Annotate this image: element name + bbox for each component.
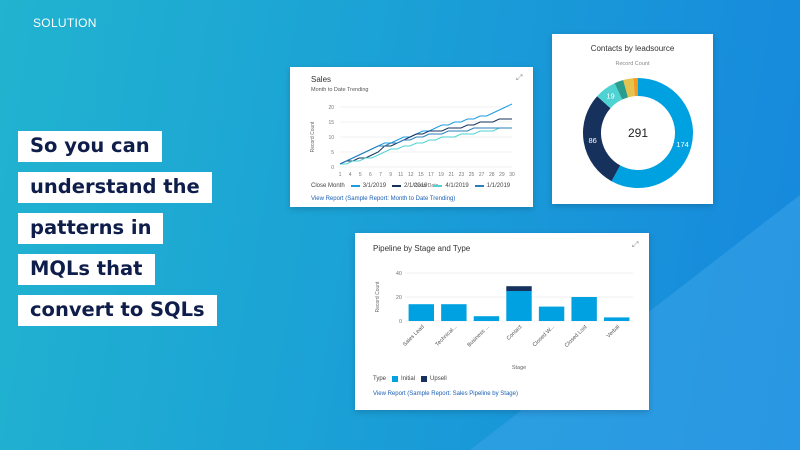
legend-swatch bbox=[350, 185, 360, 187]
slice-label: 86 bbox=[588, 136, 596, 145]
x-tick-label: 30 bbox=[509, 172, 515, 178]
legend-item[interactable]: 4/1/2019 bbox=[445, 183, 469, 189]
x-tick-label: 17 bbox=[428, 172, 434, 178]
x-tick-label: Sales Lead bbox=[402, 324, 426, 348]
sales-card: Sales Month to Date Trending ⤢ 0 5 10 15 20 1… bbox=[290, 67, 533, 207]
headline: So you can understand the patterns in MQ… bbox=[18, 131, 217, 336]
x-tick-label: 25 bbox=[469, 172, 475, 178]
slice-label: 19 bbox=[606, 92, 614, 101]
y-axis-label: Record Count bbox=[375, 281, 381, 312]
view-report-link[interactable]: View Report (Sample Report: Month to Dat… bbox=[311, 196, 456, 202]
sales-legend: Close Month 3/1/2019 2/1/2019 4/1/2019 1/1/… bbox=[311, 183, 510, 189]
slice-label: 174 bbox=[676, 140, 689, 149]
x-tick-label: Closed Lost bbox=[564, 324, 589, 349]
series-line bbox=[339, 103, 513, 165]
x-tick-label: 29 bbox=[499, 172, 505, 178]
bar bbox=[604, 317, 630, 321]
x-tick-label: 9 bbox=[389, 172, 392, 178]
y-tick-label: 40 bbox=[396, 271, 402, 277]
view-report-link[interactable]: View Report (Sample Report: Sales Pipeli… bbox=[373, 391, 518, 397]
series-line bbox=[339, 118, 512, 165]
legend-item[interactable]: Initial bbox=[401, 376, 416, 382]
y-tick-label: 5 bbox=[331, 150, 334, 156]
bar bbox=[408, 304, 434, 321]
y-axis-label: Record Count bbox=[310, 121, 316, 152]
bar bbox=[506, 286, 532, 291]
x-tick-label: 21 bbox=[449, 172, 455, 178]
headline-line: convert to SQLs bbox=[18, 295, 217, 326]
legend-label: Close Month bbox=[311, 183, 345, 189]
headline-line: patterns in bbox=[18, 213, 164, 244]
legend-label: Type bbox=[373, 376, 387, 382]
donut-slice bbox=[623, 78, 636, 98]
card-title: Contacts by leadsource bbox=[590, 44, 675, 53]
y-tick-label: 0 bbox=[399, 319, 402, 325]
x-tick-label: 23 bbox=[459, 172, 465, 178]
expand-icon[interactable]: ⤢ bbox=[516, 73, 523, 82]
section-label: SOLUTION bbox=[33, 16, 97, 30]
donut-slice bbox=[611, 78, 693, 188]
x-tick-label: 28 bbox=[489, 172, 495, 178]
x-tick-label: 19 bbox=[438, 172, 444, 178]
donut-chart: 174 86 19 291 bbox=[583, 78, 693, 188]
pipeline-legend: Type Initial Upsell bbox=[373, 376, 447, 382]
x-tick-label: Contact bbox=[506, 324, 524, 342]
x-axis-label: Close Date bbox=[414, 183, 439, 189]
card-subtitle: Month to Date Trending bbox=[311, 87, 369, 93]
x-tick-label: 15 bbox=[418, 172, 424, 178]
legend-swatch bbox=[474, 185, 484, 187]
legend-item[interactable]: 3/1/2019 bbox=[362, 183, 387, 189]
x-tick-label: Verbal bbox=[606, 324, 621, 339]
legend-item[interactable]: 2/1/2019 bbox=[404, 183, 428, 189]
x-tick-label: 7 bbox=[379, 172, 382, 178]
pipeline-card: Pipeline by Stage and Type ⤢ 0 20 40 Record… bbox=[355, 233, 649, 410]
bar bbox=[571, 297, 597, 321]
donut-slice bbox=[583, 96, 621, 182]
x-tick-label: 27 bbox=[479, 172, 485, 178]
expand-icon[interactable]: ⤢ bbox=[632, 240, 639, 249]
legend-swatch bbox=[392, 376, 399, 382]
card-title: Sales bbox=[311, 75, 332, 84]
y-tick-label: 15 bbox=[328, 120, 334, 126]
headline-line: So you can bbox=[18, 131, 162, 162]
x-tick-label: 5 bbox=[359, 172, 362, 178]
contacts-card: Contacts by leadsource Record Count 174 8… bbox=[552, 34, 713, 204]
bar bbox=[538, 306, 565, 321]
y-tick-label: 0 bbox=[331, 165, 334, 171]
x-tick-label: 4 bbox=[349, 172, 352, 178]
series-line bbox=[340, 127, 512, 165]
card-subtitle: Record Count bbox=[615, 61, 650, 67]
x-tick-label: Closed W... bbox=[532, 324, 556, 348]
x-axis-label: Stage bbox=[512, 365, 526, 371]
legend-swatch bbox=[433, 185, 443, 187]
bar bbox=[441, 304, 467, 321]
headline-line: MQLs that bbox=[18, 254, 155, 285]
x-tick-label: 1 bbox=[339, 172, 342, 178]
y-tick-label: 20 bbox=[396, 295, 402, 301]
legend-swatch bbox=[421, 376, 428, 382]
card-title: Pipeline by Stage and Type bbox=[373, 244, 471, 253]
x-tick-label: Technical... bbox=[435, 324, 459, 348]
pipeline-bar-chart: 0 20 40 Record Count Sales Lead Technical... B… bbox=[375, 271, 633, 371]
legend-item[interactable]: Upsell bbox=[430, 376, 447, 382]
x-tick-label: 11 bbox=[398, 172, 403, 178]
x-tick-label: 6 bbox=[369, 172, 372, 178]
x-tick-label: Business ... bbox=[466, 324, 491, 349]
x-tick-label: 12 bbox=[408, 172, 414, 178]
donut-slice bbox=[614, 80, 629, 100]
headline-line: understand the bbox=[18, 172, 212, 203]
series-line bbox=[339, 127, 512, 165]
y-tick-label: 10 bbox=[328, 135, 334, 141]
legend-swatch bbox=[392, 185, 402, 187]
donut-slice bbox=[597, 83, 623, 109]
sales-line-chart: 0 5 10 15 20 1 4 5 6 7 9 11 12 15 17 19 21 23 25 27 28 29 30 Cl… bbox=[310, 103, 515, 189]
bar bbox=[506, 291, 532, 321]
y-tick-label: 20 bbox=[328, 105, 334, 111]
donut-total: 291 bbox=[628, 126, 648, 140]
legend-item[interactable]: 1/1/2019 bbox=[486, 183, 511, 189]
bar bbox=[473, 316, 500, 321]
